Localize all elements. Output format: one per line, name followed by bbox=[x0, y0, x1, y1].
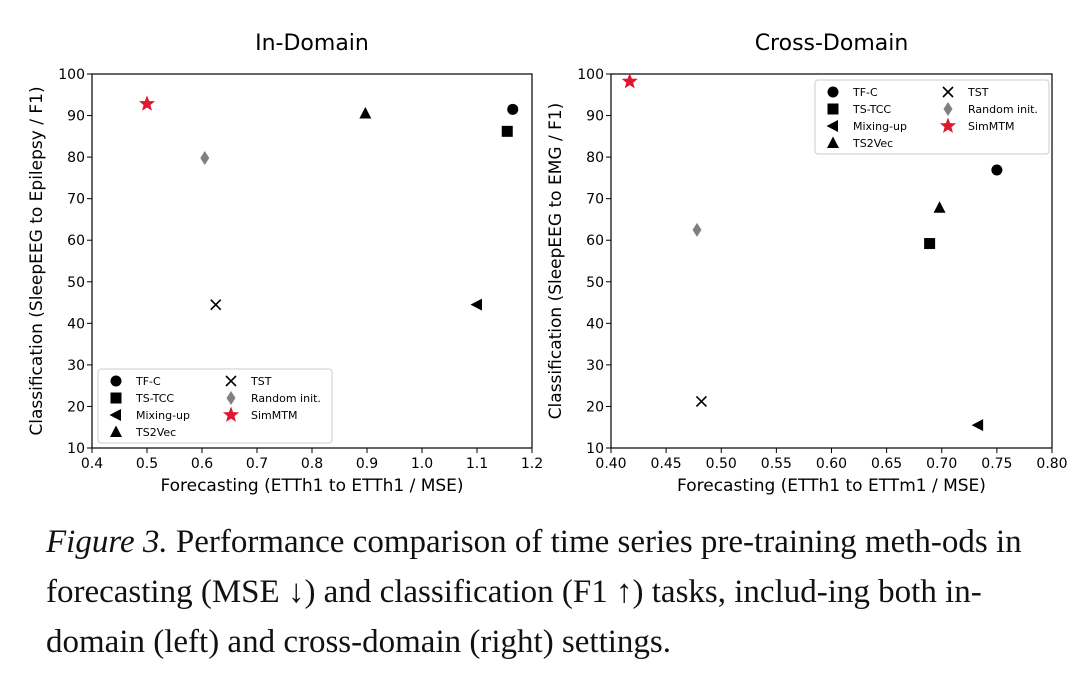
legend-marker-ts-tcc bbox=[827, 103, 839, 115]
point-tf-c-circle-marker bbox=[991, 164, 1003, 176]
legend-marker-mixing-up bbox=[826, 120, 838, 132]
y-axis-label: Classification (SleepEEG to Epilepsy / F… bbox=[27, 86, 47, 435]
point-mixing-up-triangle-left-marker bbox=[470, 298, 482, 311]
y-tick-label: 50 bbox=[67, 275, 85, 291]
x-tick-label: 0.60 bbox=[816, 456, 847, 472]
chart-title: Cross-Domain bbox=[755, 31, 909, 56]
legend-label-simmtm: SimMTM bbox=[968, 120, 1014, 133]
point-random-init-diamond-marker bbox=[692, 222, 702, 237]
y-tick-label: 90 bbox=[586, 109, 604, 125]
x-tick-label: 0.7 bbox=[246, 456, 268, 472]
x-tick-label: 0.80 bbox=[1036, 456, 1067, 472]
x-tick-label: 0.75 bbox=[981, 456, 1012, 472]
legend-label-random-init: Random init. bbox=[251, 392, 321, 405]
x-tick-label: 0.45 bbox=[651, 456, 682, 472]
point-tst-cross-marker bbox=[695, 395, 707, 408]
legend-marker-ts2vec bbox=[110, 425, 122, 437]
legend-label-mixing-up: Mixing-up bbox=[136, 409, 190, 422]
x-tick-label: 0.70 bbox=[926, 456, 957, 472]
figure: In-Domain 0.4 0.5 0.6 0.7 0.8 0.9 1.0 1.1 1.2 10 20… bbox=[27, 31, 1068, 496]
caption-text: Performance comparison of time series pr… bbox=[46, 524, 1022, 660]
legend-label-ts-tcc: TS-TCC bbox=[852, 103, 891, 116]
x-tick-label: 0.40 bbox=[595, 456, 626, 472]
y-tick-label: 40 bbox=[586, 316, 604, 332]
legend-label-simmtm: SimMTM bbox=[251, 409, 297, 422]
y-tick-label: 50 bbox=[586, 275, 604, 291]
legend-label-tst: TST bbox=[250, 375, 272, 388]
legend-marker-ts-tcc bbox=[110, 392, 122, 404]
point-ts-tcc-square-marker bbox=[924, 238, 936, 250]
legend-marker-tf-c bbox=[110, 375, 122, 387]
legend-box bbox=[814, 79, 1050, 155]
point-tf-c-circle-marker bbox=[507, 103, 519, 115]
legend-marker-random-init bbox=[943, 102, 953, 116]
point-tst-cross-marker bbox=[210, 299, 222, 311]
legend-marker-tst bbox=[225, 375, 237, 387]
chart-title: In-Domain bbox=[255, 31, 369, 56]
legend-box bbox=[97, 368, 333, 444]
point-random-init-diamond-marker bbox=[200, 150, 210, 165]
legend: TF-C TS-TCC Mixing-up TS2Vec TST Random init.… bbox=[97, 368, 333, 444]
legend-label-random-init: Random init. bbox=[968, 103, 1038, 116]
legend-label-tf-c: TF-C bbox=[135, 375, 161, 388]
y-tick-label: 40 bbox=[67, 316, 85, 332]
y-tick-label: 80 bbox=[67, 150, 85, 166]
x-tick-label: 0.50 bbox=[706, 456, 737, 472]
point-mixing-up-triangle-left-marker bbox=[971, 419, 984, 432]
legend-marker-simmtm bbox=[222, 406, 240, 422]
point-ts2vec-triangle-up-marker bbox=[359, 106, 372, 119]
legend-marker-random-init bbox=[226, 391, 236, 405]
y-tick-label: 20 bbox=[586, 399, 604, 415]
legend-label-mixing-up: Mixing-up bbox=[853, 120, 907, 133]
legend-label-tf-c: TF-C bbox=[852, 86, 878, 99]
x-tick-label: 0.55 bbox=[761, 456, 792, 472]
point-simmtm-star-marker bbox=[138, 95, 156, 111]
legend-label-ts-tcc: TS-TCC bbox=[135, 392, 174, 405]
legend: TF-C TS-TCC Mixing-up TS2Vec TST Random init.… bbox=[814, 79, 1050, 155]
x-tick-label: 1.2 bbox=[521, 456, 543, 472]
y-tick-label: 70 bbox=[67, 192, 85, 208]
y-tick-label: 90 bbox=[67, 109, 85, 125]
y-tick-label: 60 bbox=[67, 233, 85, 249]
legend-label-ts2vec: TS2Vec bbox=[852, 137, 893, 150]
chart-cross-domain: Cross-Domain 0.40 0.45 0.50 0.55 0.60 0.65 0.70… bbox=[546, 31, 1068, 496]
y-axis-label: Classification (SleepEEG to EMG / F1) bbox=[546, 103, 566, 420]
x-tick-label: 0.5 bbox=[136, 456, 158, 472]
x-tick-label: 0.4 bbox=[81, 456, 103, 472]
x-axis-label: Forecasting (ETTh1 to ETTm1 / MSE) bbox=[677, 476, 986, 496]
legend-marker-tst bbox=[942, 86, 954, 98]
caption-label: Figure 3. bbox=[46, 524, 168, 560]
y-tick-label: 10 bbox=[586, 441, 604, 457]
x-tick-label: 0.6 bbox=[191, 456, 213, 472]
figure-caption: Figure 3. Performance comparison of time… bbox=[46, 517, 1056, 667]
y-tick-label: 30 bbox=[67, 358, 85, 374]
x-tick-label: 0.65 bbox=[871, 456, 902, 472]
x-tick-label: 1.0 bbox=[411, 456, 433, 472]
y-tick-label: 100 bbox=[58, 67, 85, 83]
y-tick-label: 10 bbox=[67, 441, 85, 457]
legend-marker-ts2vec bbox=[827, 136, 839, 148]
y-tick-label: 60 bbox=[586, 233, 604, 249]
x-axis-label: Forecasting (ETTh1 to ETTh1 / MSE) bbox=[160, 476, 463, 496]
point-ts-tcc-square-marker bbox=[501, 125, 513, 137]
legend-marker-mixing-up bbox=[109, 409, 121, 421]
y-tick-label: 100 bbox=[577, 67, 604, 83]
chart-in-domain: In-Domain 0.4 0.5 0.6 0.7 0.8 0.9 1.0 1.1 1.2 10 20… bbox=[27, 31, 543, 496]
legend-label-tst: TST bbox=[967, 86, 989, 99]
legend-label-ts2vec: TS2Vec bbox=[135, 426, 176, 439]
x-tick-label: 0.8 bbox=[301, 456, 323, 472]
y-tick-label: 70 bbox=[586, 192, 604, 208]
legend-marker-tf-c bbox=[827, 86, 839, 98]
x-tick-label: 0.9 bbox=[356, 456, 378, 472]
y-tick-label: 30 bbox=[586, 358, 604, 374]
y-tick-label: 80 bbox=[586, 150, 604, 166]
legend-marker-simmtm bbox=[939, 117, 957, 133]
point-simmtm-star-marker bbox=[621, 72, 638, 89]
y-tick-label: 20 bbox=[67, 399, 85, 415]
x-tick-label: 1.1 bbox=[466, 456, 488, 472]
point-ts2vec-triangle-up-marker bbox=[933, 201, 946, 213]
